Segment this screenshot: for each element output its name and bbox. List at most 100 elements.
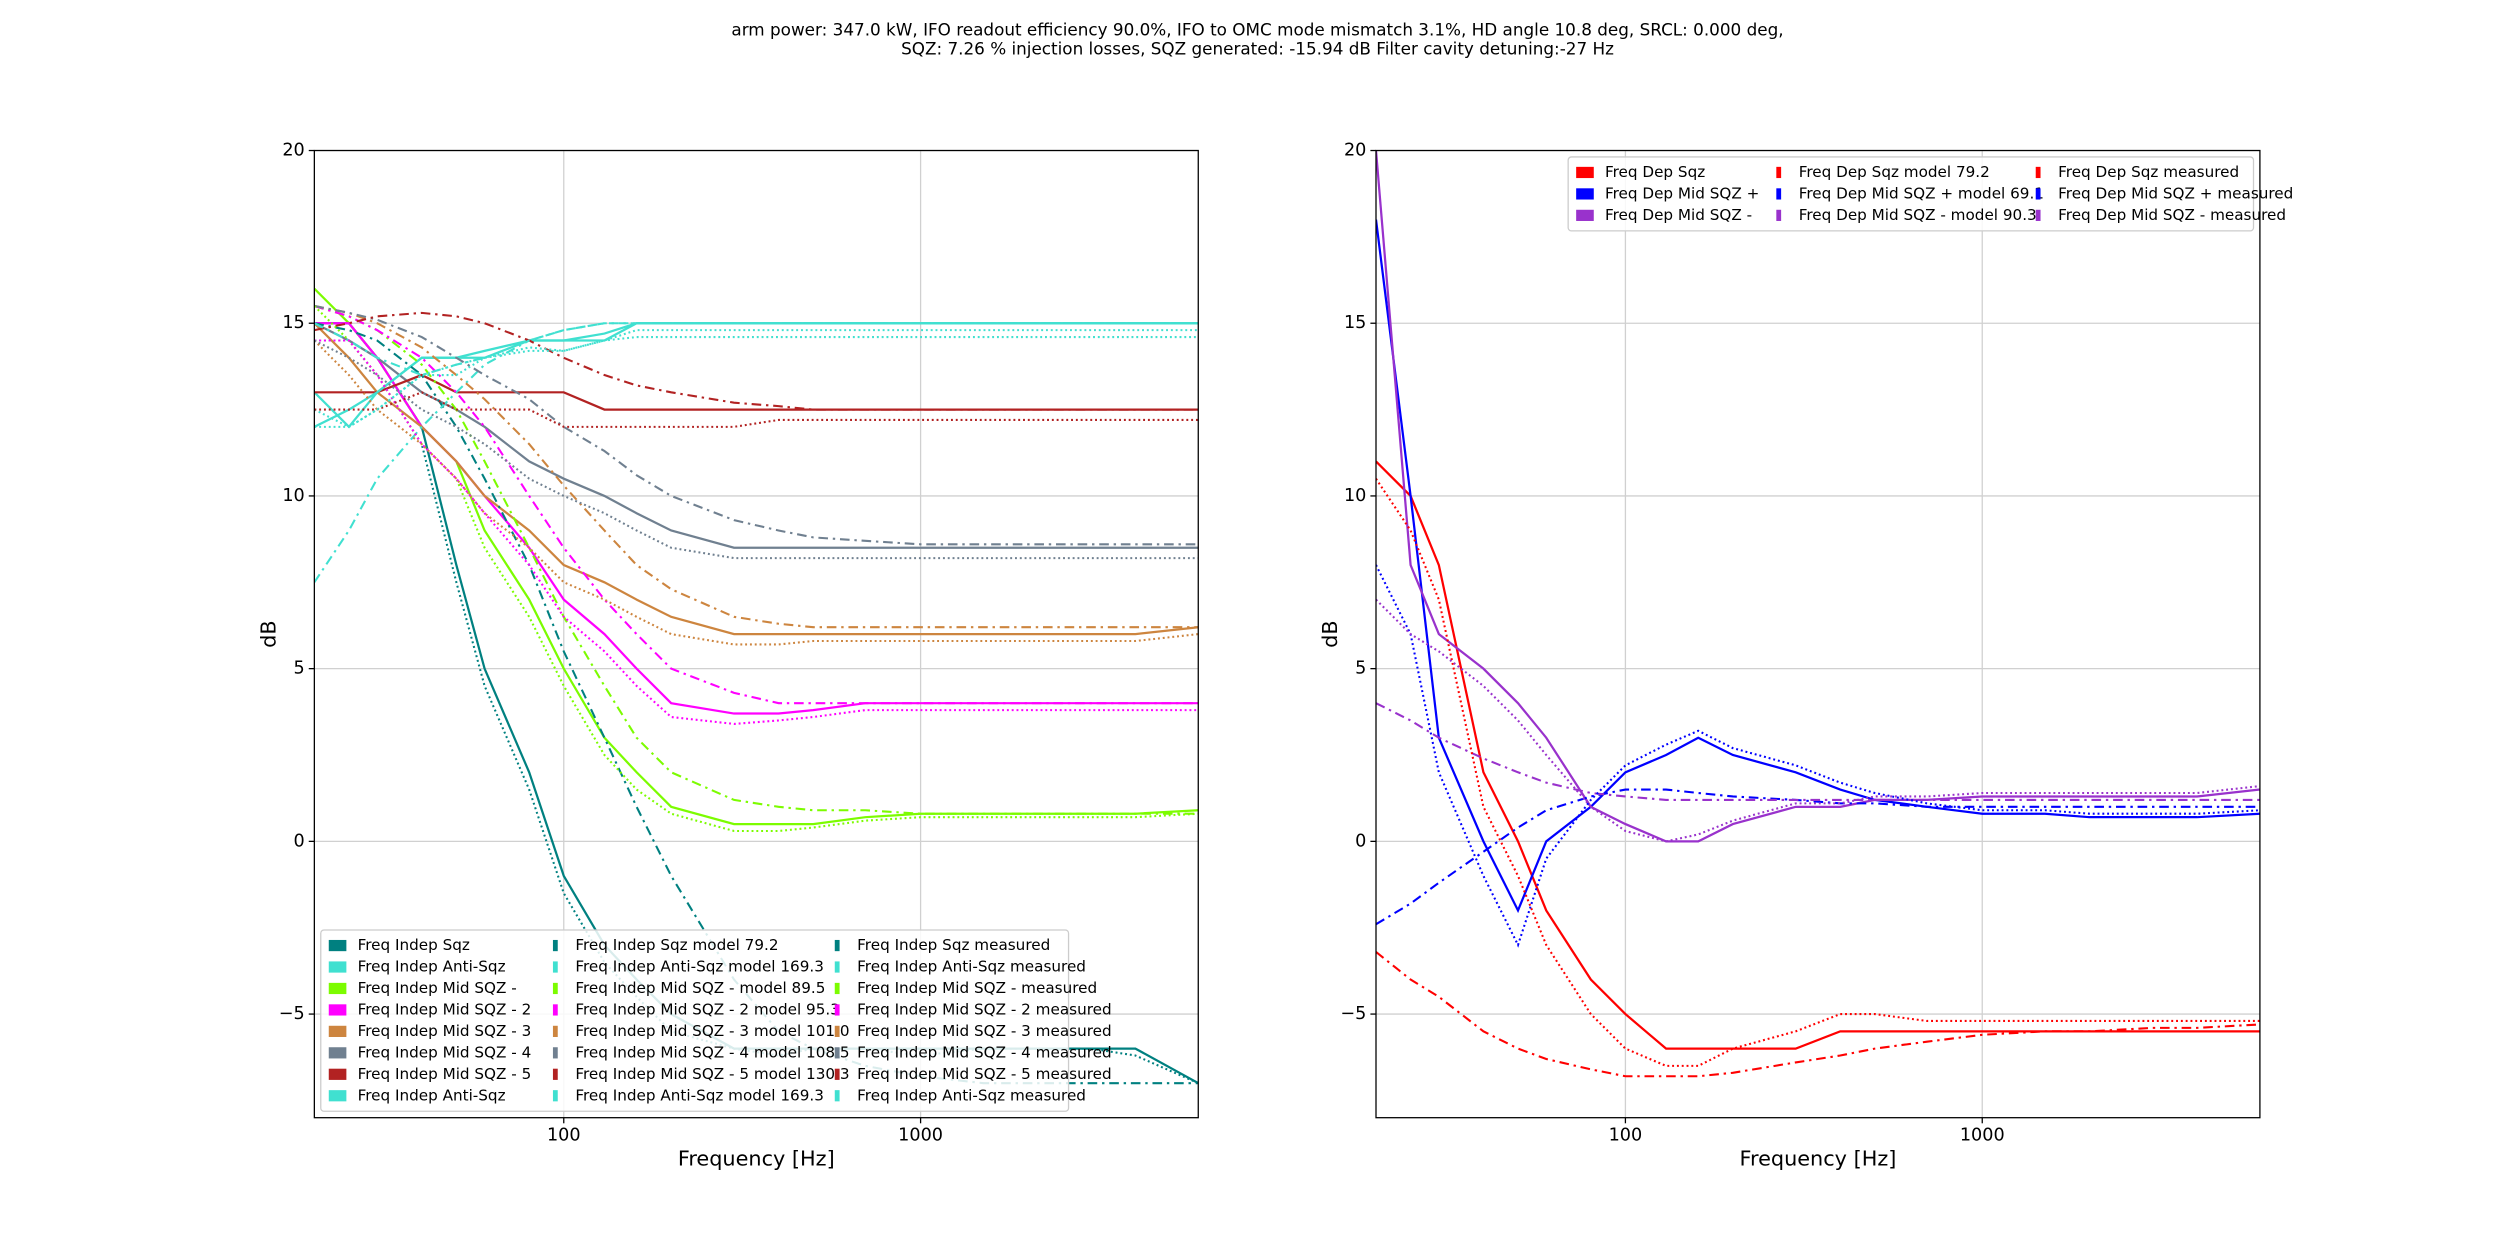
x-tick-label: 1000: [1960, 1125, 2005, 1145]
legend-swatch: [834, 1047, 840, 1059]
legend-swatch: [2035, 166, 2041, 179]
legend-swatch: [834, 982, 840, 995]
axes-frame: [313, 149, 1199, 1119]
legend-label: Freq Indep Mid SQZ - 4: [358, 1043, 532, 1061]
legend-swatch: [552, 1004, 558, 1016]
legend-label: Freq Indep Mid SQZ - 4 measured: [857, 1043, 1111, 1061]
legend-swatch: [1776, 166, 1782, 179]
series-line: [314, 329, 1199, 429]
series-line: [314, 304, 1199, 629]
legend-label: Freq Indep Anti-Sqz measured: [857, 1086, 1086, 1104]
legend-swatch: [834, 961, 840, 973]
legend-swatch: [1576, 188, 1594, 200]
legend-swatch: [328, 1025, 347, 1037]
legend-swatch: [552, 939, 558, 952]
legend-label: Freq Indep Mid SQZ - 5: [358, 1065, 532, 1083]
series-line: [314, 311, 1199, 411]
legend-label: Freq Indep Mid SQZ - 3 model 101.0: [575, 1022, 849, 1040]
x-tick-label: 1000: [898, 1125, 943, 1145]
series-line: [314, 304, 1199, 815]
legend-label: Freq Indep Mid SQZ - 2: [358, 1000, 532, 1018]
legend-label: Freq Indep Mid SQZ - 2 model 95.3: [575, 1000, 840, 1018]
legend-swatch: [328, 1068, 347, 1080]
legend-label: Freq Indep Mid SQZ - 2 measured: [857, 1000, 1111, 1018]
legend-label: Freq Indep Mid SQZ - 5 measured: [857, 1065, 1111, 1083]
legend-swatch: [1776, 209, 1782, 221]
x-axis-label: Frequency [Hz]: [678, 1146, 835, 1170]
series-line: [314, 339, 1199, 725]
plot-area: [1376, 150, 2260, 1118]
legend-label: Freq Dep Sqz: [1605, 163, 1705, 181]
legend-label: Freq Dep Mid SQZ - measured: [2058, 206, 2286, 224]
legend-label: Freq Indep Sqz model 79.2: [575, 936, 778, 954]
legend-label: Freq Dep Sqz model 79.2: [1799, 163, 1990, 181]
legend-swatch: [552, 1047, 558, 1059]
legend-swatch: [1576, 209, 1594, 221]
series-line: [314, 304, 1199, 705]
series-line: [1376, 951, 2260, 1078]
legend-swatch: [328, 982, 347, 995]
legend-label: Freq Dep Sqz measured: [2058, 163, 2239, 181]
legend-label: Freq Indep Mid SQZ - 5 model 130.3: [575, 1065, 849, 1083]
y-tick-label: 5: [1355, 659, 1366, 679]
y-tick-label: 15: [1344, 313, 1366, 333]
series-line: [1376, 702, 2260, 801]
y-tick-label: 15: [282, 313, 304, 333]
legend-swatch: [552, 982, 558, 995]
figure-title: SQZ: 7.26 % injection losses, SQZ genera…: [901, 39, 1614, 59]
legend-label: Freq Indep Mid SQZ - 3 measured: [857, 1022, 1111, 1040]
legend-swatch: [328, 1047, 347, 1059]
legend-label: Freq Indep Anti-Sqz model 169.3: [575, 958, 824, 976]
figure-title: arm power: 347.0 kW, IFO readout efficie…: [731, 19, 1783, 39]
legend-label: Freq Indep Sqz: [358, 936, 470, 954]
series-line: [314, 322, 1199, 549]
y-tick-label: 10: [282, 486, 304, 506]
legend-label: Freq Indep Mid SQZ - model 89.5: [575, 979, 825, 997]
y-tick-label: 20: [282, 141, 304, 161]
y-tick-label: 0: [1355, 831, 1366, 851]
y-axis-label: dB: [257, 620, 281, 647]
series-line: [314, 304, 1199, 546]
legend-swatch: [328, 1090, 347, 1102]
y-tick-label: 5: [294, 659, 305, 679]
y-axis-label: dB: [1318, 620, 1342, 647]
legend-swatch: [1776, 188, 1782, 200]
x-axis-label: Frequency [Hz]: [1740, 1146, 1897, 1170]
legend-label: Freq Indep Mid SQZ - 3: [358, 1022, 532, 1040]
legend-label: Freq Indep Mid SQZ -: [358, 979, 517, 997]
series-line: [1376, 219, 2260, 914]
legend-swatch: [552, 1025, 558, 1037]
legend-label: Freq Indep Sqz measured: [857, 936, 1050, 954]
legend-label: Freq Indep Anti-Sqz model 169.3: [575, 1086, 824, 1104]
legend-label: Freq Dep Mid SQZ -: [1605, 206, 1752, 224]
y-tick-label: 20: [1344, 141, 1366, 161]
series-line: [314, 322, 1199, 636]
x-tick-label: 100: [547, 1125, 581, 1145]
legend-swatch: [834, 1025, 840, 1037]
legend-box: [320, 929, 1070, 1112]
series-group: [1376, 150, 2260, 1078]
legend-label: Freq Indep Mid SQZ - 4 model 108.5: [575, 1043, 849, 1061]
series-line: [1376, 788, 2260, 926]
legend-swatch: [2035, 209, 2041, 221]
legend-swatch: [328, 1004, 347, 1016]
legend-swatch: [834, 939, 840, 952]
series-line: [1376, 598, 2260, 843]
y-tick-label: 10: [1344, 486, 1366, 506]
axes-frame: [1375, 149, 2261, 1119]
legend-label: Freq Indep Anti-Sqz measured: [857, 958, 1086, 976]
y-tick-label: 0: [294, 831, 305, 851]
x-tick-label: 100: [1609, 1125, 1643, 1145]
series-group: [314, 287, 1199, 1085]
legend-label: Freq Indep Anti-Sqz: [358, 958, 506, 976]
legend-swatch: [1576, 166, 1594, 179]
legend-label: Freq Indep Anti-Sqz: [358, 1086, 506, 1104]
legend-box: [1567, 156, 2255, 232]
legend-label: Freq Dep Mid SQZ + model 69.1: [1799, 184, 2044, 202]
legend-swatch: [552, 961, 558, 973]
series-line: [314, 339, 1199, 560]
legend-swatch: [2035, 188, 2041, 200]
legend-label: Freq Dep Mid SQZ +: [1605, 184, 1759, 202]
